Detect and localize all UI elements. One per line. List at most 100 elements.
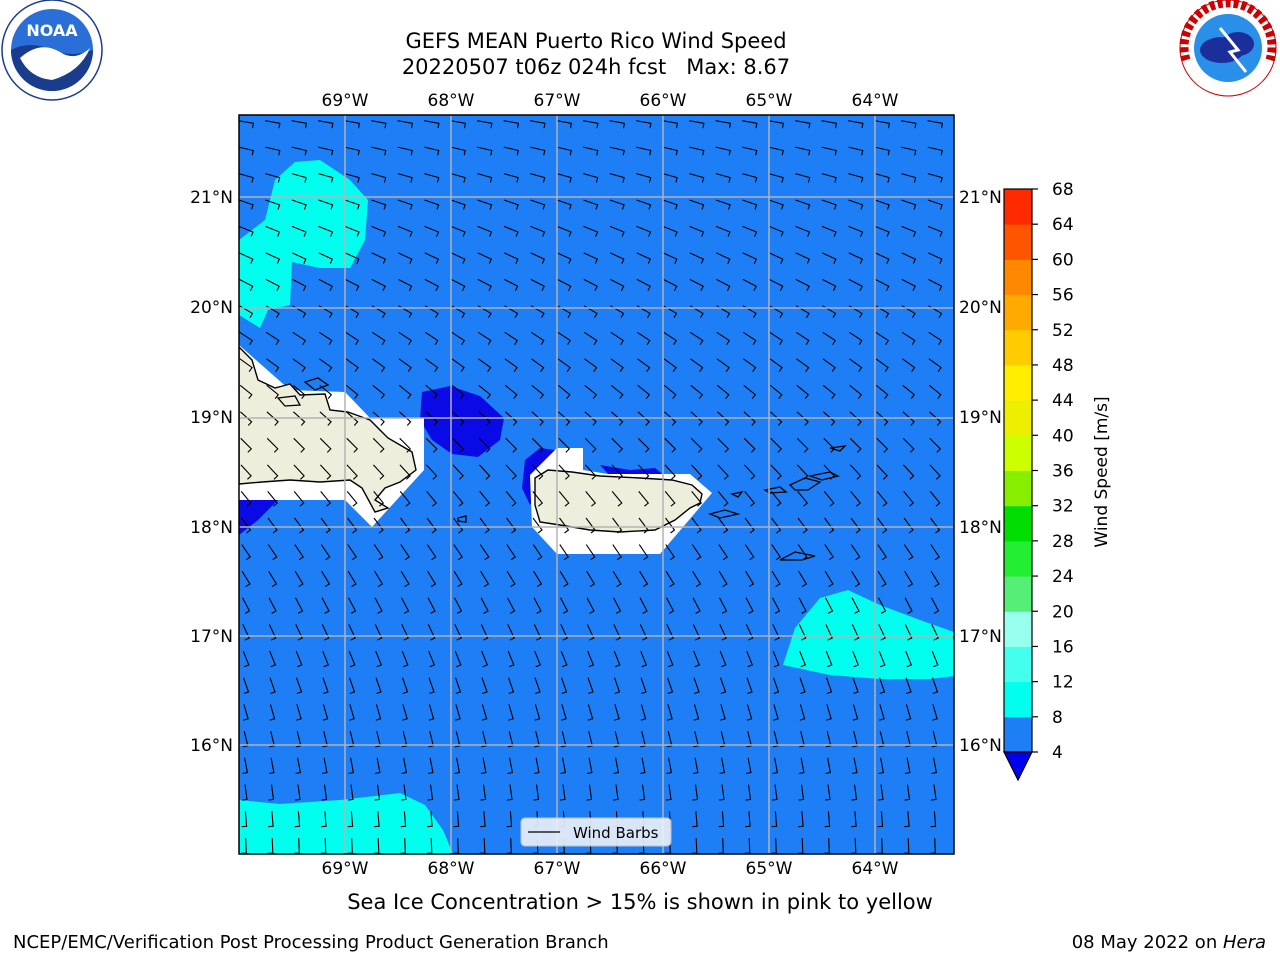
wind-barb [344,146,360,156]
wind-barb [689,199,705,210]
wind-barb [636,225,652,237]
wind-barb [795,278,810,291]
wind-barb [610,331,625,345]
wind-barb [322,704,329,721]
wind-barb [477,331,492,345]
colorbar-segment [1004,435,1032,471]
wind-barb [769,384,783,399]
wind-barb [503,173,519,183]
wind-barb [931,650,939,668]
wind-barb [823,437,836,453]
wind-barb [662,173,678,183]
wind-barb [664,464,676,480]
wind-barb [401,624,409,641]
wind-barb [825,677,833,695]
wind-barb [321,624,330,641]
wind-barb [796,411,809,426]
wind-barb [348,624,356,641]
wind-barb [799,704,806,721]
wind-barb [878,597,887,614]
wind-barb [477,199,493,210]
wind-barb [693,650,701,668]
lat-labels-left: 21°N 20°N 19°N 18°N 17°N 16°N [190,188,233,756]
wind-barb [848,252,864,264]
wind-barb [717,464,729,480]
lat-label-left-18n: 18°N [190,518,233,538]
wind-barb [427,570,437,588]
wind-barb [241,570,251,588]
wind-barb [928,331,943,345]
wind-barb [428,677,435,695]
wind-barb [400,838,406,854]
wind-barb [426,838,433,854]
lat-label-left-20n: 20°N [190,298,233,318]
wind-barb [454,624,462,641]
wind-barb [692,757,699,775]
wind-barb [425,437,438,453]
wind-barb [556,120,573,129]
wind-barb [769,278,784,291]
wind-barb [503,146,519,156]
wind-barb [239,358,253,373]
wind-barb [824,838,830,854]
wind-barb [239,278,254,291]
colorbar-tick-label: 4 [1052,743,1063,763]
graticule [239,115,954,854]
wind-barb [428,704,435,721]
wind-barb [718,811,725,828]
wind-barb [849,358,863,373]
wind-barb [692,811,698,828]
wind-barb [742,331,757,345]
wind-barb [874,199,890,210]
wind-barb [292,278,307,291]
wind-barb [400,811,407,828]
wind-barb [586,784,593,801]
wind-barb [241,517,252,534]
wind-barb [849,437,862,453]
wind-barb [239,146,254,156]
wind-barb [346,464,358,480]
wind-barb [292,384,306,399]
wind-barb [795,199,811,210]
wind-barb [293,464,305,480]
wind-barb [770,411,783,426]
wind-barb [425,464,438,480]
wind-barb [879,704,885,721]
wind-barb [612,517,623,534]
wind-barb [374,570,384,588]
wind-barb [533,624,542,641]
wind-barb [613,624,621,641]
wind-barb [268,784,275,801]
wind-barb [321,811,327,828]
wind-barb [400,544,410,561]
wind-barb [875,331,890,345]
wind-barb [744,491,756,507]
title-line-1: GEFS MEAN Puerto Rico Wind Speed [405,29,787,53]
sea-ice-caption: Sea Ice Concentration > 15% is shown in … [347,890,933,914]
wind-barb [295,784,301,801]
wind-barb [584,437,597,453]
wind-barb [770,464,782,480]
wind-barb [427,624,436,641]
wind-barb [265,173,281,183]
wind-barb [850,517,861,534]
wind-barb [610,358,624,373]
wind-barb [556,173,572,183]
wind-barb [901,252,917,264]
wind-barb [822,384,836,399]
wind-barb [666,784,672,801]
wind-barb [426,517,437,534]
cyan-region-southeast [783,590,954,679]
wind-barb [877,544,887,561]
wind-barb [743,384,757,399]
wind-barb [586,624,595,641]
wind-barb [583,120,599,129]
wind-barb [265,225,281,237]
wind-barb [770,491,782,507]
wind-barb [530,331,545,345]
wind-barb [372,437,385,453]
wind-barb [400,517,411,534]
wind-barb [398,358,412,373]
wind-barb [397,252,413,264]
wind-barb [848,225,864,237]
